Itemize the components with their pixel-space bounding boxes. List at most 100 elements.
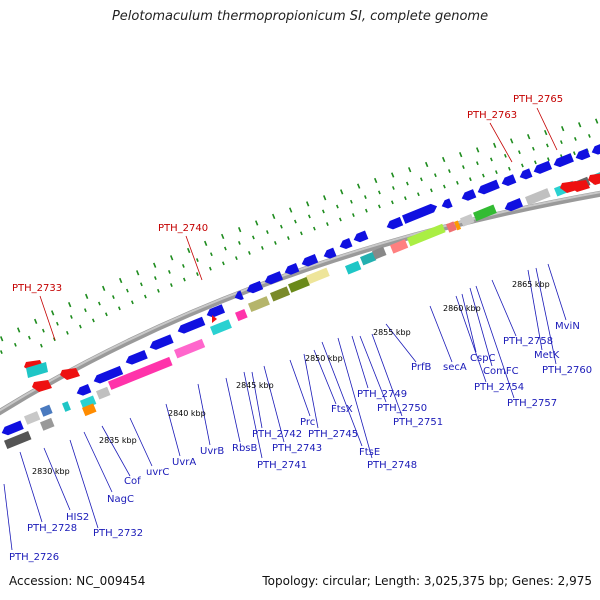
gene-block [524,188,551,206]
tick-mark [105,312,108,317]
red-gene-marker [570,180,590,192]
gene-arrow [284,263,300,275]
tick-mark [266,230,269,234]
tick-mark [248,251,251,255]
gene-label: FtsE [359,447,380,458]
leader-line [429,305,453,363]
gene-block [82,403,97,417]
tick-mark [352,213,355,217]
tick-mark [181,264,185,268]
gene-label: CspC [470,353,496,364]
tick-mark [430,188,433,193]
tick-mark [78,324,82,329]
gene-label: ComFC [483,366,519,377]
gene-label: UvrA [172,457,196,468]
gene-label: PrfB [411,362,431,373]
gene-feature [389,239,409,254]
tick-mark [42,328,45,333]
leader-line [337,337,373,459]
leader-line [225,377,241,443]
leader-line [243,371,263,459]
tick-mark [546,143,549,148]
tick-mark [509,138,514,144]
leader-line [527,269,543,351]
leader-line [461,293,477,353]
tick-mark [293,219,297,224]
gene-arrow [177,316,206,334]
gene-block [40,417,55,431]
gene-feature [402,203,438,224]
leader-line [3,483,13,551]
leader-line [69,439,99,529]
tick-mark [130,300,134,305]
tick-mark [503,153,507,158]
gene-feature [504,197,524,212]
genome-title: Pelotomaculum thermopropionicum SI, comp… [111,9,489,24]
gene-arrow [206,304,226,318]
leader-line [489,122,513,163]
leader-line [129,417,153,467]
gene-feature [301,254,319,267]
tick-mark [84,308,87,313]
leader-line [351,335,369,389]
gene-label: Cof [124,476,141,487]
kbp-label: 2845 kbp [236,381,274,390]
gene-feature [62,401,71,412]
gene-feature [210,319,232,336]
gene-arrow [1,420,24,436]
tick-mark [70,315,73,319]
tick-mark [136,270,140,276]
gene-arrow [234,290,244,301]
gene-feature [93,365,124,384]
gene-block [24,411,41,425]
tick-mark [481,173,485,178]
gene-feature [4,430,32,450]
tick-mark [507,166,511,171]
tick-mark [210,252,213,257]
leader-line [371,333,403,417]
tick-mark [527,134,531,140]
tick-mark [518,150,521,155]
tick-mark [340,189,344,195]
leader-line [303,353,319,429]
leader-line [313,349,337,405]
gene-arrow [519,168,533,180]
tick-mark [433,173,437,178]
tick-mark [494,170,498,175]
kbp-label: 2860 kbp [443,304,481,313]
tick-mark [0,350,3,355]
tick-mark [28,335,31,340]
gene-feature [234,309,248,322]
gene-label-red: PTH_2740 [158,223,208,234]
tick-mark [456,180,459,185]
gene-block [287,276,310,293]
gene-block [234,309,248,322]
gene-arrow [591,143,600,155]
gene-block [305,267,330,285]
leader-line [263,365,285,443]
gene-label-red: PTH_2763 [467,110,517,121]
red-gene-marker [212,315,217,323]
gene-block [26,362,48,378]
tick-mark [492,142,497,148]
gene-block [445,221,457,233]
tick-mark [521,163,524,168]
gene-label: NagC [107,494,134,505]
gene-feature [206,304,226,318]
tick-mark [442,156,446,163]
tick-mark [459,152,463,158]
gene-feature [305,267,330,285]
tick-mark [377,204,381,209]
gene-block [4,430,32,450]
gene-feature [473,204,497,222]
gene-arrow [353,230,369,243]
tick-mark [40,343,43,348]
tick-mark [144,294,147,299]
tick-mark [574,137,577,141]
tick-mark [392,186,395,190]
tick-mark [98,301,101,306]
gene-block [95,386,111,400]
tick-mark [279,224,283,229]
gene-arrow [301,254,319,267]
tick-mark [544,129,548,136]
